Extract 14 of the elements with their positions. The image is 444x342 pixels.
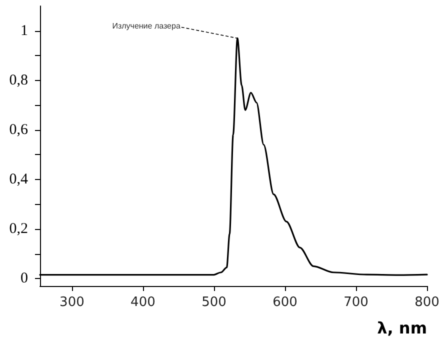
x-tick-label: 300 xyxy=(60,295,84,310)
x-axis-title: λ, nm xyxy=(377,318,427,338)
y-tick-label: 0,4 xyxy=(9,171,28,188)
x-tick-label: 600 xyxy=(272,295,298,310)
y-tick-label: 0,2 xyxy=(9,221,28,238)
x-tick-label: 700 xyxy=(344,295,368,310)
y-tick-label: 1 xyxy=(20,22,28,39)
annotation: Излучение лазера xyxy=(112,22,181,31)
x-tick-label: 800 xyxy=(414,295,440,310)
x-tick-label: 400 xyxy=(130,295,156,310)
y-tick-label: 0,8 xyxy=(9,72,28,88)
y-tick-label: 0,6 xyxy=(9,122,28,138)
y-tick-label: 0 xyxy=(20,270,28,287)
x-tick-label: 500 xyxy=(202,295,226,310)
